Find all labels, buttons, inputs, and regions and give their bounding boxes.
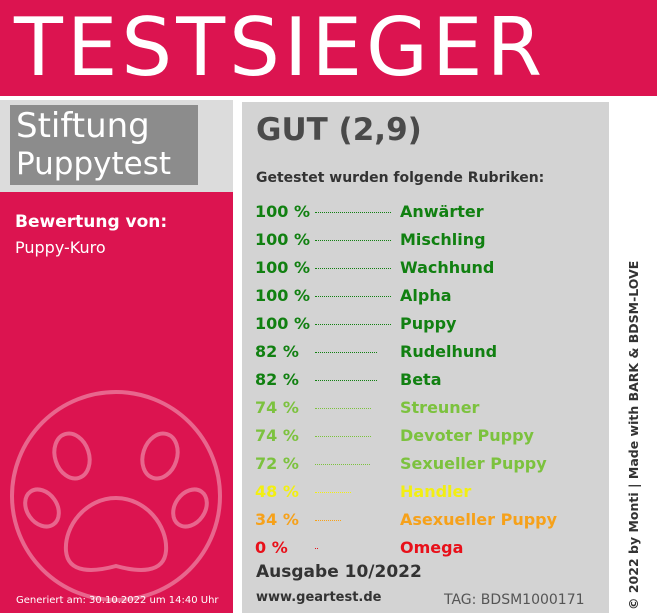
result-row: 100 % Anwärter — [255, 200, 605, 228]
result-percent: 100 % — [255, 258, 310, 277]
result-name: Sexueller Puppy — [400, 454, 547, 473]
result-percent: 34 % — [255, 510, 299, 529]
result-percent: 0 % — [255, 538, 288, 557]
result-name: Streuner — [400, 398, 480, 417]
result-leader-line — [315, 464, 370, 465]
testsieger-banner: TESTSIEGER — [0, 0, 657, 96]
result-row: 34 % Asexueller Puppy — [255, 508, 605, 536]
banner-title: TESTSIEGER — [14, 1, 547, 94]
result-leader-line — [315, 324, 391, 325]
result-percent: 100 % — [255, 230, 310, 249]
result-row: 74 % Devoter Puppy — [255, 424, 605, 452]
result-name: Devoter Puppy — [400, 426, 534, 445]
result-name: Handler — [400, 482, 472, 501]
edition: Ausgabe 10/2022 — [256, 562, 422, 582]
result-row: 82 % Beta — [255, 368, 605, 396]
tested-heading: Getestet wurden folgende Rubriken: — [256, 170, 545, 186]
rating-label: Bewertung von: — [15, 212, 168, 232]
result-percent: 74 % — [255, 398, 299, 417]
result-leader-line — [315, 352, 377, 353]
result-name: Mischling — [400, 230, 486, 249]
tag-id: TAG: BDSM1000171 — [444, 592, 585, 608]
result-row: 74 % Streuner — [255, 396, 605, 424]
copyright-note: © 2022 by Monti | Made with BARK & BDSM-… — [626, 260, 641, 610]
organization-line-2: Puppytest — [16, 146, 172, 182]
paw-icon — [10, 390, 222, 602]
result-row: 72 % Sexueller Puppy — [255, 452, 605, 480]
result-leader-line — [315, 240, 391, 241]
result-name: Beta — [400, 370, 442, 389]
organization-line-1: Stiftung — [16, 106, 150, 146]
result-leader-line — [315, 268, 391, 269]
result-percent: 100 % — [255, 314, 310, 333]
rating-author: Puppy-Kuro — [15, 238, 106, 257]
result-row: 82 % Rudelhund — [255, 340, 605, 368]
generated-timestamp: Generiert am: 30.10.2022 um 14:40 Uhr — [16, 595, 219, 606]
result-row: 100 % Wachhund — [255, 256, 605, 284]
result-name: Wachhund — [400, 258, 495, 277]
result-percent: 100 % — [255, 286, 310, 305]
result-name: Rudelhund — [400, 342, 498, 361]
organization-box: Stiftung Puppytest — [0, 100, 233, 192]
result-name: Anwärter — [400, 202, 484, 221]
result-name: Alpha — [400, 286, 452, 305]
result-leader-line — [315, 492, 351, 493]
results-list: 100 % Anwärter 100 % Mischling 100 % Wachhund… — [255, 200, 605, 564]
result-name: Asexueller Puppy — [400, 510, 558, 529]
result-leader-line — [315, 296, 391, 297]
result-row: 100 % Puppy — [255, 312, 605, 340]
left-panel: Stiftung Puppytest Bewertung von: Puppy-… — [0, 100, 233, 613]
result-leader-line — [315, 408, 371, 409]
result-percent: 100 % — [255, 202, 310, 221]
result-percent: 72 % — [255, 454, 299, 473]
organization-label: Stiftung Puppytest — [10, 105, 198, 185]
result-leader-line — [315, 548, 318, 549]
result-row: 48 % Handler — [255, 480, 605, 508]
result-leader-line — [315, 380, 377, 381]
result-percent: 82 % — [255, 342, 299, 361]
grade: GUT (2,9) — [256, 112, 422, 148]
result-row: 100 % Alpha — [255, 284, 605, 312]
result-name: Puppy — [400, 314, 457, 333]
result-leader-line — [315, 436, 371, 437]
results-panel: GUT (2,9) Getestet wurden folgende Rubri… — [242, 102, 609, 613]
result-percent: 48 % — [255, 482, 299, 501]
result-percent: 82 % — [255, 370, 299, 389]
result-name: Omega — [400, 538, 464, 557]
result-row: 100 % Mischling — [255, 228, 605, 256]
result-row: 0 % Omega — [255, 536, 605, 564]
website-link[interactable]: www.geartest.de — [256, 590, 382, 605]
result-leader-line — [315, 212, 391, 213]
result-leader-line — [315, 520, 341, 521]
result-percent: 74 % — [255, 426, 299, 445]
